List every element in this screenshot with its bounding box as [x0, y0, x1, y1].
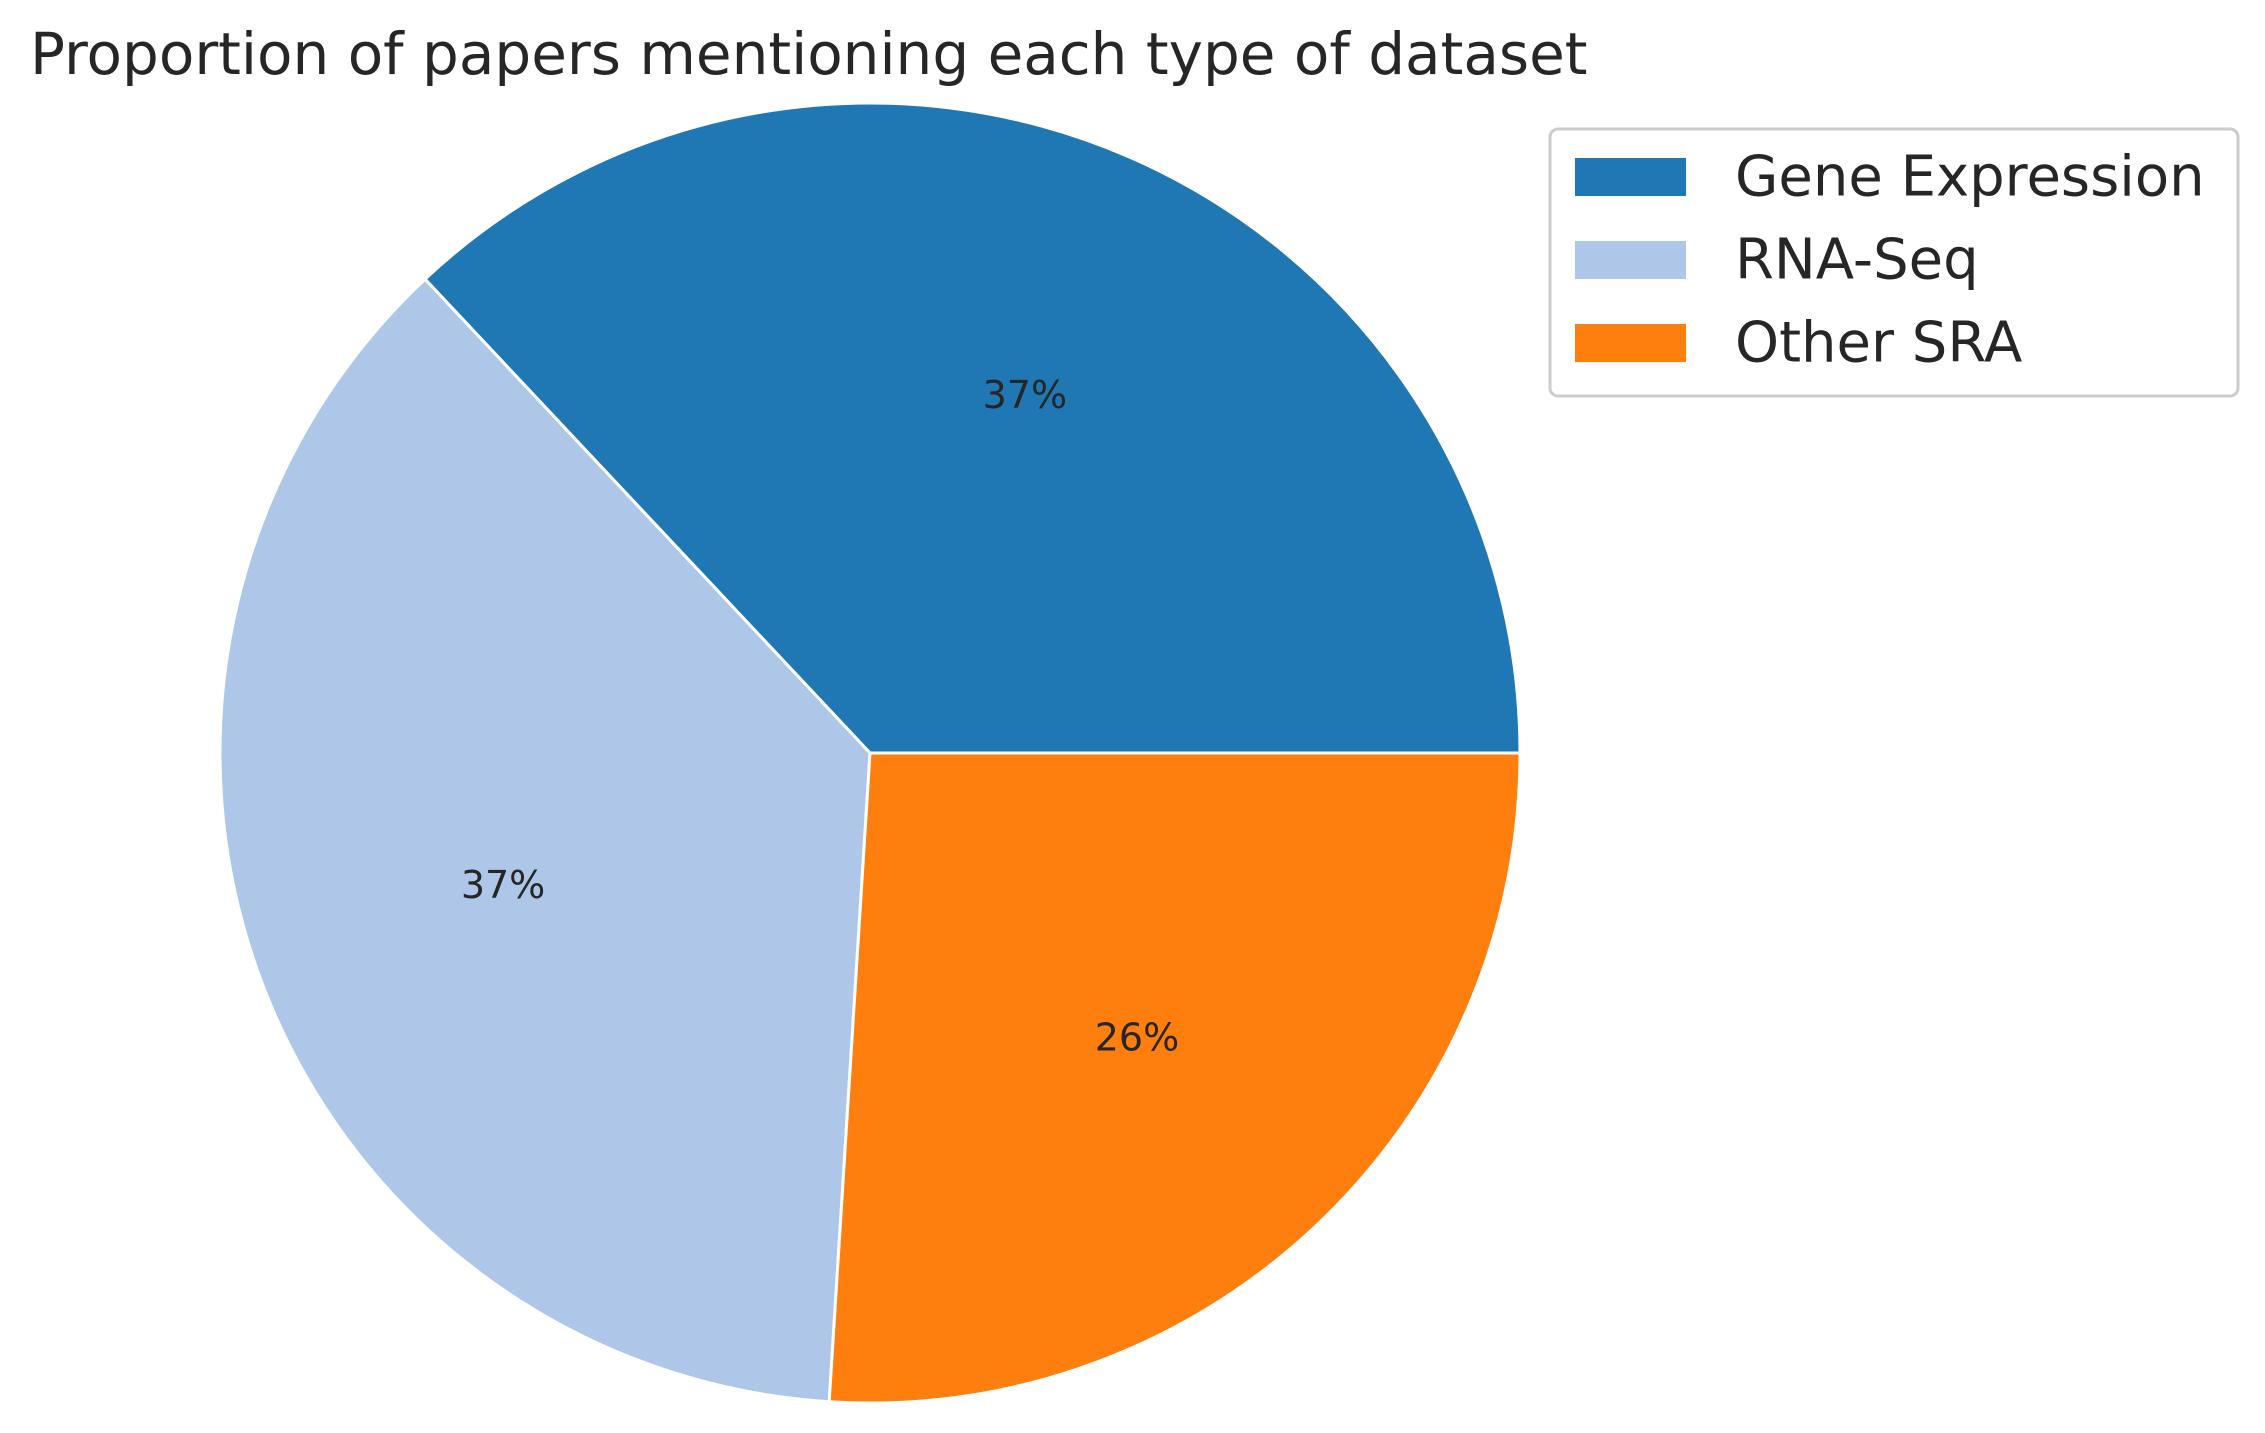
chart-title: Proportion of papers mentioning each typ… [30, 20, 1588, 88]
legend-label: RNA-Seq [1735, 228, 1979, 293]
pie-slice-other-sra [827, 751, 1522, 1405]
pie-slice-label: 37% [983, 373, 1067, 417]
pie-slice-rna-seq [218, 277, 872, 1404]
pie-slice-gene-expression [423, 101, 1522, 755]
pie-slice-labels: 37% 37% 26% [461, 373, 1179, 1059]
pie-slice-label: 37% [461, 863, 545, 907]
legend-label: Other SRA [1735, 311, 2022, 376]
legend-swatch [1575, 241, 1686, 279]
legend-swatch [1575, 158, 1686, 196]
legend: Gene Expression RNA-Seq Other SRA [1548, 127, 2240, 398]
legend-label: Gene Expression [1735, 145, 2205, 210]
legend-swatch [1575, 324, 1686, 362]
pie-slice-label: 26% [1095, 1015, 1179, 1059]
legend-frame [1548, 127, 2240, 398]
pie-slices [218, 101, 1522, 1405]
